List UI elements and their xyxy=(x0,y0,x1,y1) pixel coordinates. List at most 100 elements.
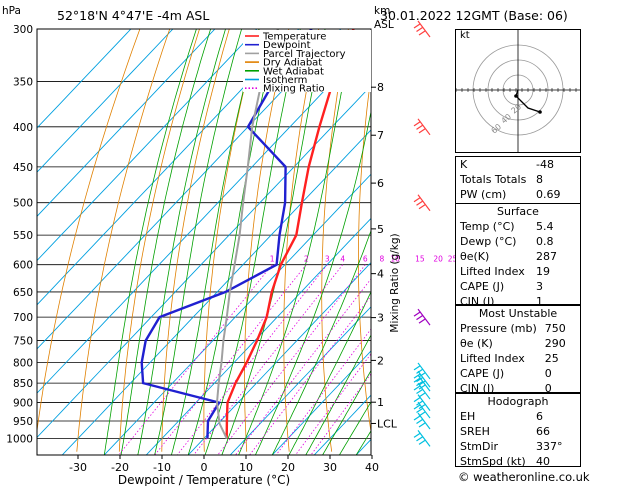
km-tick-label: 7 xyxy=(377,129,384,142)
wind-barb xyxy=(413,194,431,212)
barb-staff xyxy=(417,370,431,388)
parcel-trajectory-line xyxy=(215,29,279,439)
barb-flag xyxy=(416,124,423,130)
index-value: 750 xyxy=(544,322,566,335)
mixing-ratio-label: 4 xyxy=(340,255,345,264)
index-value: 3 xyxy=(536,280,543,293)
mixing-ratio-line xyxy=(249,295,371,455)
mixing-ratio-line xyxy=(193,264,344,455)
index-label: CIN (J) xyxy=(460,382,495,395)
legend-label: Mixing Ratio xyxy=(263,84,325,95)
index-value: -48 xyxy=(536,158,554,171)
barb-flag xyxy=(413,23,421,29)
isotherm-line xyxy=(145,217,371,455)
hpa-label: hPa xyxy=(2,5,21,17)
mixing-ratio-line xyxy=(235,278,371,455)
index-row: StmDir 337° xyxy=(456,439,580,454)
isotherm-line xyxy=(37,29,258,262)
pressure-tick-label: 400 xyxy=(13,122,33,134)
wind-barb xyxy=(413,118,431,136)
pressure-tick-label: 850 xyxy=(13,378,33,390)
pressure-tick-label: 700 xyxy=(13,312,33,324)
km-tick-label: 8 xyxy=(377,81,384,94)
y-axis-label: Mixing Ratio (g/kg) xyxy=(389,233,401,332)
x-tick-label: 10 xyxy=(239,461,253,474)
wet-adiabat-line xyxy=(238,29,355,455)
hodograph-point xyxy=(538,110,542,114)
barb-staff xyxy=(417,118,431,136)
barb-staff xyxy=(417,382,431,400)
wet-adiabat-line xyxy=(255,109,371,455)
barb-flag xyxy=(418,318,426,324)
wind-barb xyxy=(413,308,431,326)
hodograph-ring-label: 60 xyxy=(490,122,504,135)
index-value: 40 xyxy=(536,455,550,468)
barb-flag xyxy=(418,411,426,417)
mixing-ratio-label: 2 xyxy=(304,255,309,264)
km-tick-label: 2 xyxy=(377,354,384,367)
barb-flag xyxy=(413,432,421,438)
index-row: Lifted Index 19 xyxy=(456,264,580,279)
isotherm-line xyxy=(37,29,216,217)
x-tick-label: -20 xyxy=(111,461,129,474)
isotherm-line xyxy=(37,85,371,439)
index-value: 5.4 xyxy=(536,220,554,233)
index-row: K -48 xyxy=(456,157,580,172)
wind-barb xyxy=(413,362,431,380)
km-tick-label: 1 xyxy=(377,396,384,409)
wet-adiabat-line xyxy=(137,29,226,455)
km-label: km xyxy=(374,5,390,17)
wet-adiabat-line xyxy=(288,290,371,455)
km-tick-label: 3 xyxy=(377,312,384,325)
mixing-ratio-line xyxy=(295,353,371,455)
index-value: 0.8 xyxy=(536,235,554,248)
barb-flag xyxy=(416,418,423,424)
pressure-tick-label: 900 xyxy=(13,398,33,410)
index-value: 1 xyxy=(536,295,543,308)
barb-staff xyxy=(417,308,431,326)
index-value: 19 xyxy=(536,265,550,278)
pressure-tick-label: 350 xyxy=(13,76,33,88)
barb-flag xyxy=(413,197,421,203)
legend-label: Isotherm xyxy=(263,75,307,86)
dry-adiabat-line xyxy=(616,29,629,452)
index-value: 6 xyxy=(536,410,543,423)
index-row: StmSpd (kt) 40 xyxy=(456,454,580,469)
dewpoint-line xyxy=(140,29,313,439)
index-row: SREH 66 xyxy=(456,424,580,439)
mixing-ratio-label: 8 xyxy=(380,255,385,264)
dry-adiabat-line xyxy=(283,29,319,452)
mixing-ratio-label: 10 xyxy=(390,255,400,264)
x-axis-label: Dewpoint / Temperature (°C) xyxy=(118,473,290,486)
dry-adiabat-line xyxy=(37,29,141,434)
barb-flag xyxy=(416,389,423,395)
asl-label: ASL xyxy=(374,19,394,31)
pressure-tick-label: 1000 xyxy=(6,433,33,445)
dry-adiabat-line xyxy=(321,29,349,452)
x-tick-label: 40 xyxy=(365,461,379,474)
index-value: 337° xyxy=(536,440,563,453)
isotherm-line xyxy=(37,40,371,394)
barb-flag xyxy=(413,415,421,421)
index-row: CIN (J) 1 xyxy=(456,294,580,309)
pressure-tick-label: 450 xyxy=(13,162,33,174)
index-row: Totals Totals 8 xyxy=(456,172,580,187)
indices-top-table: K -48 Totals Totals 8 PW (cm) 0.69 xyxy=(455,156,581,204)
pressure-tick-label: 650 xyxy=(13,287,33,299)
pressure-tick-label: 500 xyxy=(13,198,33,210)
barb-staff xyxy=(417,194,431,212)
pressure-tick-label: 950 xyxy=(13,416,33,428)
barb-flag xyxy=(416,408,423,414)
mixing-ratio-label: 1 xyxy=(270,255,275,264)
index-label: CIN (J) xyxy=(460,295,495,308)
most-unstable-table: Most Unstable Pressure (mb) 750 θe (K) 290 L… xyxy=(455,305,581,395)
index-label: θe(K) xyxy=(460,250,490,263)
pressure-tick-label: 300 xyxy=(13,24,33,36)
barb-flag xyxy=(413,373,421,379)
hodograph-trace xyxy=(515,89,541,113)
index-row: Dewp (°C) 0.8 xyxy=(456,234,580,249)
wet-adiabat-line xyxy=(271,229,371,455)
legend-box xyxy=(243,30,371,92)
